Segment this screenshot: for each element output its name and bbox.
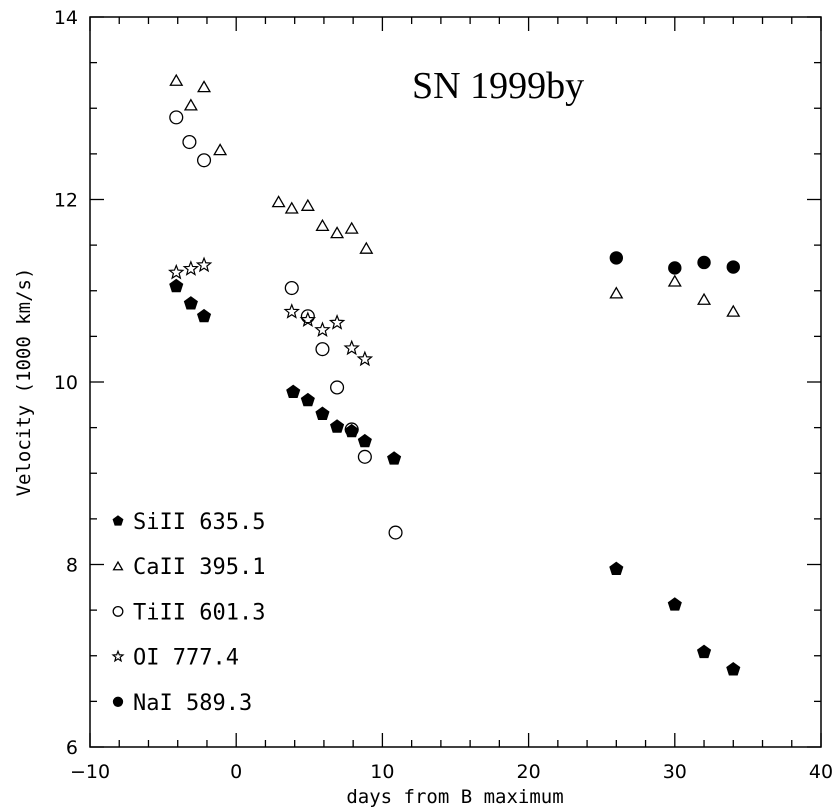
- legend-label: SiII 635.5: [133, 510, 265, 535]
- data-point: [182, 260, 200, 276]
- data-point: [388, 525, 403, 540]
- series-oi: [168, 256, 374, 367]
- data-point: [359, 241, 374, 254]
- data-point: [284, 201, 299, 214]
- data-point: [213, 143, 228, 156]
- data-point: [697, 292, 712, 305]
- data-point: [344, 221, 359, 234]
- series-nai: [609, 251, 740, 275]
- data-point: [315, 406, 330, 420]
- legend-label: TiII 601.3: [133, 600, 265, 625]
- y-tick-label: 8: [66, 555, 78, 577]
- legend-label: OI 777.4: [133, 646, 239, 671]
- data-points: [168, 73, 741, 676]
- data-point: [197, 80, 212, 93]
- data-point: [286, 384, 301, 399]
- data-point: [196, 308, 212, 323]
- data-point: [183, 98, 198, 111]
- data-point: [196, 153, 212, 168]
- data-point: [330, 419, 345, 433]
- data-point: [169, 73, 184, 86]
- data-point: [356, 350, 374, 367]
- legend: SiII 635.5 CaII 395.1 TiII 601.3 OI 777.4 Na…: [111, 510, 265, 716]
- data-point: [667, 597, 682, 611]
- data-point: [315, 342, 330, 357]
- y-tick-label: 12: [54, 190, 78, 212]
- data-point: [668, 261, 682, 275]
- axis-ticks: [89, 16, 822, 748]
- data-point: [344, 422, 359, 437]
- data-point: [169, 110, 184, 125]
- data-point: [667, 274, 682, 287]
- legend-marker: [111, 649, 125, 663]
- y-tick-label: 6: [66, 737, 78, 759]
- legend-marker: [112, 696, 124, 707]
- data-point: [697, 255, 711, 270]
- data-point: [283, 303, 300, 319]
- x-tick-label: 30: [663, 761, 687, 783]
- data-point: [284, 280, 299, 296]
- data-point: [300, 198, 315, 211]
- legend-label: NaI 589.3: [133, 691, 252, 716]
- data-point: [300, 392, 315, 407]
- legend-marker: [112, 515, 124, 526]
- data-point: [344, 423, 359, 438]
- data-point: [168, 263, 185, 280]
- data-point: [609, 286, 624, 299]
- data-point: [357, 449, 372, 464]
- series-caii: [169, 73, 741, 317]
- legend-marker: [112, 560, 124, 571]
- data-point: [330, 226, 345, 239]
- y-axis-label: Velocity (1000 km/s): [13, 268, 35, 497]
- x-axis-label: days from B maximum: [346, 786, 563, 808]
- x-tick-label: 0: [230, 761, 242, 783]
- data-point: [330, 380, 345, 395]
- x-tick-label: −10: [70, 761, 110, 783]
- data-point: [183, 296, 198, 310]
- x-tick-label: 10: [370, 761, 394, 783]
- series-siii: [169, 278, 741, 676]
- data-point: [314, 321, 331, 337]
- x-tick-label: 20: [517, 761, 541, 783]
- data-point: [343, 339, 360, 356]
- chart-title: SN 1999by: [412, 65, 584, 107]
- data-point: [726, 260, 740, 274]
- data-point: [726, 304, 741, 317]
- tick-labels: −10 0 10 20 30 40 6 8 10 12 14: [54, 7, 833, 783]
- data-point: [328, 314, 346, 330]
- data-point: [195, 256, 213, 273]
- y-tick-label: 10: [54, 372, 78, 394]
- data-point: [315, 218, 330, 232]
- data-point: [169, 278, 184, 293]
- data-point: [299, 311, 317, 327]
- data-point: [357, 433, 372, 448]
- data-point: [271, 195, 286, 208]
- legend-marker: [112, 605, 124, 617]
- data-point: [696, 644, 712, 659]
- data-point: [387, 451, 402, 465]
- plot-frame: [89, 16, 822, 748]
- series-tiii: [169, 110, 403, 540]
- data-point: [726, 662, 741, 676]
- data-point: [182, 134, 197, 150]
- legend-label: CaII 395.1: [133, 555, 265, 580]
- x-tick-label: 40: [809, 761, 833, 783]
- data-point: [609, 561, 624, 576]
- y-tick-label: 14: [54, 7, 78, 29]
- data-point: [609, 251, 624, 265]
